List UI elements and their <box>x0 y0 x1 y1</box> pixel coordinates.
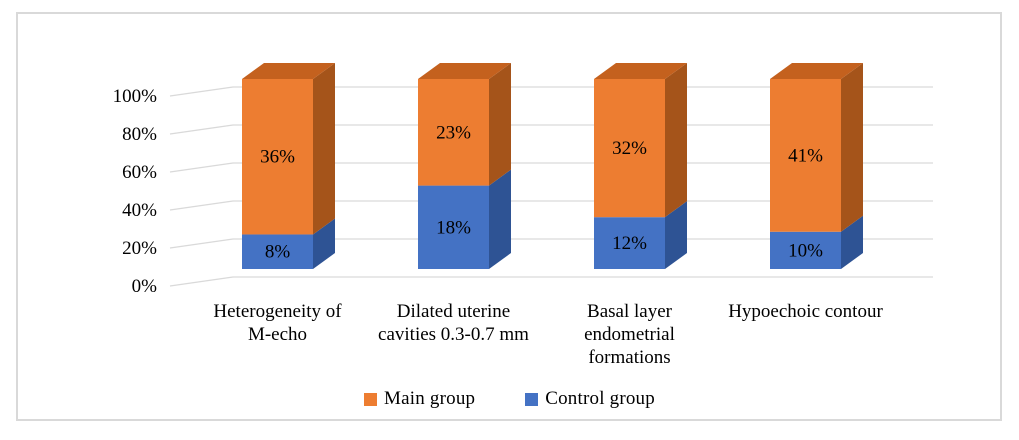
bar-top-face <box>770 63 863 79</box>
y-axis-tick-label: 60% <box>122 162 157 183</box>
category-label: Hypoechoic contour <box>728 301 883 322</box>
legend-label-control-group: Control group <box>545 388 655 409</box>
bar-segment-control-side <box>313 218 335 269</box>
gridline-diagonal <box>169 86 234 97</box>
data-label-control: 12% <box>612 233 647 254</box>
legend-swatch-control-group <box>525 392 539 406</box>
category-label: Basal layer endometrial formations <box>584 301 675 368</box>
bar-segment-control-front <box>418 185 489 269</box>
gridline-diagonal <box>169 124 234 135</box>
gridline-diagonal <box>169 162 234 173</box>
bar-top-face <box>242 63 335 79</box>
legend-label-main-group: Main group <box>384 388 476 409</box>
data-label-main: 23% <box>436 122 471 143</box>
bar-segment-control-front <box>242 234 313 269</box>
data-label-control: 18% <box>436 217 471 238</box>
legend-item-main-group: Main group <box>364 388 475 410</box>
figure-border <box>16 12 1002 421</box>
bar-segment-control-front <box>770 231 841 269</box>
y-axis-tick-label: 0% <box>132 276 158 297</box>
bar-segment-main-front <box>418 79 489 186</box>
y-axis-tick-label: 100% <box>113 86 158 107</box>
category-label: Dilated uterine cavities 0.3-0.7 mm <box>378 301 529 345</box>
bar-top-face <box>418 63 511 79</box>
data-label-control: 10% <box>788 240 823 261</box>
y-axis-tick-label: 40% <box>122 200 157 221</box>
gridline-diagonal <box>169 238 234 249</box>
chart-legend: Main group Control group <box>0 386 1019 412</box>
legend-swatch-main-group <box>364 392 378 406</box>
data-label-main: 32% <box>612 138 647 159</box>
bar-top-face <box>594 63 687 79</box>
bar-segment-main-side <box>665 63 687 218</box>
bar-segment-main-front <box>594 79 665 218</box>
legend-item-control-group: Control group <box>525 388 655 410</box>
bar-segment-main-front <box>242 79 313 235</box>
y-axis-tick-label: 20% <box>122 238 157 259</box>
bar-segment-control-side <box>665 201 687 269</box>
bar-segment-main-side <box>313 63 335 235</box>
data-label-main: 36% <box>260 147 295 168</box>
category-label: Heterogeneity of M-echo <box>213 301 342 345</box>
bar-segment-control-side <box>841 215 863 269</box>
y-axis-tick-label: 80% <box>122 124 157 145</box>
data-label-control: 8% <box>265 242 291 263</box>
bar-segment-main-side <box>489 63 511 186</box>
gridline-diagonal <box>169 276 234 287</box>
bar-segment-main-front <box>770 79 841 232</box>
gridline-diagonal <box>169 200 234 211</box>
bar-segment-main-side <box>841 63 863 232</box>
data-label-main: 41% <box>788 145 823 166</box>
bar-segment-control-side <box>489 169 511 269</box>
bar-segment-control-front <box>594 217 665 269</box>
